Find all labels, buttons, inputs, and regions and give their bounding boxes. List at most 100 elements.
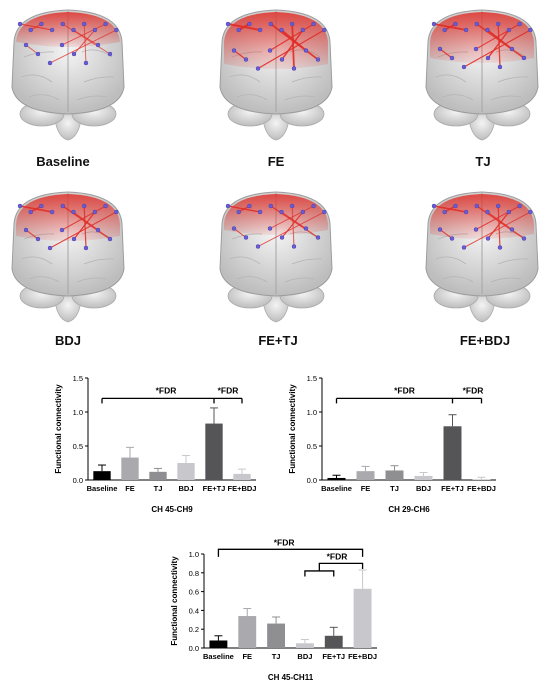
connection-line	[257, 29, 325, 69]
sulcus	[236, 94, 268, 101]
y-axis-label: Functional connectivity	[288, 384, 297, 474]
channel-node	[509, 227, 515, 232]
connection-line	[73, 211, 96, 240]
channel-node	[495, 203, 501, 209]
channel-node	[322, 27, 327, 33]
bar-chart-ch29-ch6: 0.0 0.5 1.0 1.5 Functional connectivity Basel…	[288, 374, 496, 514]
channel-node	[267, 226, 273, 231]
sulcus	[76, 277, 108, 283]
channel-node	[449, 55, 455, 61]
channel-node	[279, 235, 285, 240]
channel-node	[255, 244, 261, 249]
sulcus	[291, 258, 323, 265]
x-tick-label: FE	[125, 484, 135, 493]
connection-line	[291, 205, 295, 247]
bar	[443, 426, 462, 480]
channel-node	[236, 27, 241, 33]
brain-label: BDJ	[54, 333, 81, 348]
x-tick-label: BDJ	[297, 652, 312, 661]
channel-node	[103, 203, 108, 209]
y-tick-label: 0.0	[307, 476, 317, 485]
channel-node	[231, 226, 237, 231]
channel-node	[81, 203, 87, 209]
connection-line	[439, 48, 453, 59]
sulcus	[76, 95, 108, 101]
channel-node	[71, 27, 76, 33]
channel-node	[95, 42, 101, 48]
x-tick-label: BDJ	[178, 484, 193, 493]
channel-node	[35, 236, 41, 242]
channel-node	[497, 245, 503, 250]
connectivity-overlay	[224, 12, 328, 69]
channel-node	[247, 21, 252, 27]
channel-node	[255, 66, 261, 71]
bar-chart-ch45-ch9: 0.0 0.5 1.0 1.5 Functional connectivity Basel…	[54, 374, 256, 514]
channel-node	[60, 203, 65, 209]
channel-node	[303, 48, 309, 53]
sulcus	[291, 76, 323, 83]
connection-line	[19, 23, 53, 31]
bar	[149, 471, 167, 480]
sulcus	[83, 258, 115, 265]
sulcus	[229, 74, 261, 83]
connection-line	[463, 211, 531, 248]
sulcus	[284, 95, 316, 101]
channel-node	[303, 226, 309, 231]
channel-node	[300, 209, 306, 215]
channel-node	[315, 235, 321, 240]
significance-bracket	[304, 570, 335, 577]
channel-node	[60, 21, 65, 27]
channel-node	[39, 203, 44, 209]
connection-line	[227, 205, 261, 213]
channel-node	[517, 21, 522, 27]
sulcus	[442, 276, 474, 283]
bar	[209, 640, 228, 648]
brain-label: FE+BDJ	[459, 333, 511, 348]
channel-node	[247, 203, 252, 209]
channel-node	[59, 42, 65, 48]
channel-node	[49, 27, 55, 33]
connectivity-overlay	[430, 12, 534, 63]
significance-label: *FDR	[156, 385, 177, 395]
x-axis-label: CH 45-CH11	[268, 673, 314, 682]
channel-node	[528, 27, 533, 33]
connection-line	[270, 23, 319, 61]
bar	[177, 463, 195, 480]
channel-node	[279, 27, 284, 33]
sulcus	[284, 277, 316, 283]
sulcus	[21, 74, 53, 83]
channel-node	[449, 236, 455, 241]
brain-panel-bdj	[4, 184, 132, 329]
channel-node	[107, 236, 113, 242]
channel-node	[300, 27, 306, 33]
significance-label: *FDR	[463, 385, 484, 395]
x-tick-label: FE+TJ	[441, 484, 464, 493]
bar	[121, 457, 139, 480]
channel-node	[103, 21, 108, 27]
channel-node	[92, 27, 98, 33]
connection-line	[73, 29, 96, 55]
x-tick-label: TJ	[154, 484, 163, 493]
significance-label: *FDR	[218, 385, 239, 395]
x-tick-label: FE+BDJ	[467, 484, 496, 493]
connection-line	[269, 205, 314, 229]
bar	[233, 473, 251, 480]
brain-image	[425, 9, 539, 141]
sulcus	[435, 74, 467, 83]
channel-node	[453, 21, 458, 27]
channel-node	[267, 48, 273, 53]
channel-node	[71, 209, 76, 215]
channel-node	[311, 203, 316, 209]
y-tick-label: 0.4	[189, 606, 199, 615]
channel-node	[268, 21, 273, 27]
connection-line	[439, 229, 453, 239]
channel-node	[23, 227, 29, 233]
connection-line	[291, 23, 295, 69]
sulcus	[28, 94, 60, 101]
sulcus	[229, 256, 261, 265]
channel-node	[453, 203, 458, 209]
sulcus	[490, 95, 522, 101]
y-tick-label: 1.0	[189, 550, 199, 559]
channel-node	[81, 21, 87, 27]
channel-node	[509, 46, 515, 52]
